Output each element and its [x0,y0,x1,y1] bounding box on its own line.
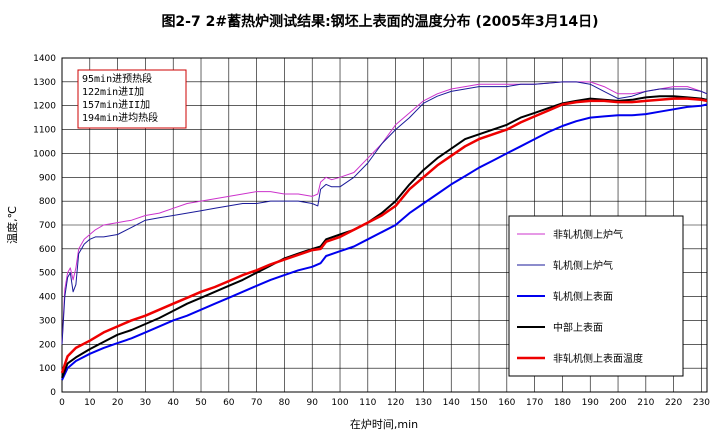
legend-label: 非轧机侧上表面温度 [553,352,643,365]
x-tick-label: 150 [470,398,487,408]
x-tick-label: 50 [195,398,207,408]
x-tick-label: 130 [415,398,432,408]
x-tick-label: 220 [665,398,682,408]
x-tick-label: 110 [359,398,376,408]
x-tick-label: 60 [223,398,235,408]
series-line [61,81,708,345]
note-text: 157min进II加 [82,99,150,111]
note-text: 95min进预热段 [82,72,152,85]
x-tick-label: 120 [387,398,404,408]
tick-labels: 0 10 20 30 40 50 60 70 80 90 100 110 120 130 140 150 160… [33,54,710,408]
y-tick-label: 800 [39,197,56,207]
x-tick-label: 210 [637,398,654,408]
x-tick-label: 90 [306,398,318,408]
x-tick-label: 190 [582,398,599,408]
x-tick-label: 170 [526,398,543,408]
legend-label: 中部上表面 [553,321,603,334]
y-tick-label: 1200 [33,102,56,112]
notes-box-frame [77,69,187,129]
y-tick-label: 400 [39,293,56,303]
legend-label: 轧机侧上炉气 [553,259,613,272]
y-tick-label: 1000 [33,149,56,159]
y-tick-label: 1400 [33,54,56,64]
y-tick-label: 600 [39,245,56,255]
x-tick-label: 200 [609,398,626,408]
x-tick-label: 100 [331,398,348,408]
note-text: 122min进I加 [82,86,144,98]
x-axis-title: 在炉时间,min [350,418,418,431]
x-tick-label: 20 [112,398,124,408]
y-tick-label: 0 [50,388,56,398]
series-line [61,103,708,381]
y-tick-label: 100 [39,364,56,374]
x-tick-label: 70 [251,398,263,408]
x-tick-label: 10 [84,398,96,408]
y-tick-label: 300 [39,316,56,326]
series-line [61,81,708,345]
x-tick-label: 30 [140,398,152,408]
x-tick-label: 80 [279,398,291,408]
x-tick-label: 160 [498,398,515,408]
x-tick-label: 0 [59,398,65,408]
legend-label: 轧机侧上表面 [553,290,613,303]
y-tick-label: 1300 [33,78,56,88]
series-layer [60,81,708,381]
y-axis-title: 温度,℃ [5,206,19,244]
chart-title: 图2-7 2#蓄热炉测试结果:钢坯上表面的温度分布 (2005年3月14日) [161,13,598,30]
note-text: 194min进均热段 [82,111,158,124]
x-tick-label: 230 [693,398,710,408]
y-tick-label: 1100 [33,126,56,136]
y-tick-label: 900 [39,173,56,183]
y-tick-label: 700 [39,221,56,231]
x-tick-label: 180 [554,398,571,408]
y-tick-label: 200 [39,340,56,350]
x-tick-label: 40 [167,398,179,408]
legend-label: 非轧机侧上炉气 [553,228,623,241]
x-tick-label: 140 [443,398,460,408]
series-line [60,97,708,374]
y-tick-label: 500 [39,269,56,279]
